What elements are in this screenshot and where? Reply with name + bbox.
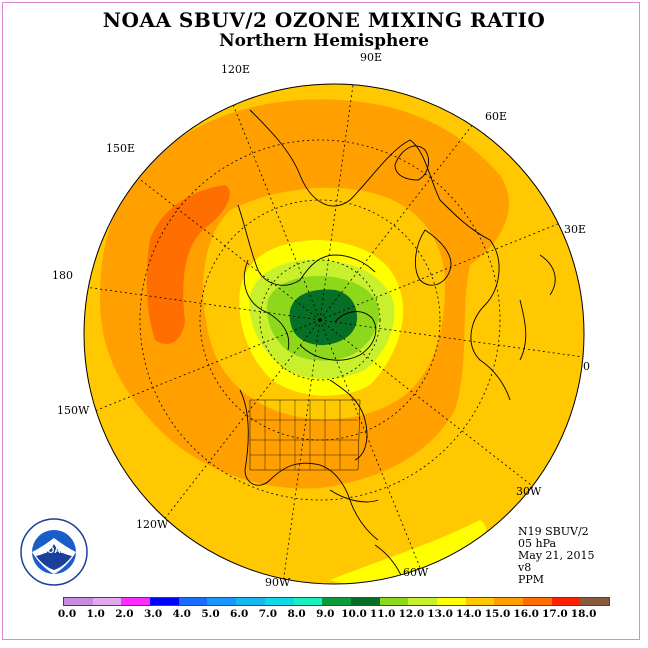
colorbar-swatch — [350, 598, 380, 605]
meridian-line — [319, 125, 473, 321]
contour-14-south — [330, 520, 487, 584]
colorbar-swatch — [436, 598, 466, 605]
lon-label-30e: 30E — [564, 223, 586, 236]
colorbar-tick-label: 3.0 — [143, 608, 163, 620]
colorbar-tick-label: 14.0 — [456, 608, 482, 620]
lon-label-120e: 120E — [221, 63, 250, 76]
info-panel: N19 SBUV/2 05 hPa May 21, 2015 v8 PPM — [518, 526, 595, 586]
lon-label-90w: 90W — [265, 576, 291, 589]
plot-frame — [2, 2, 640, 640]
colorbar-tick-label: 18.0 — [570, 608, 597, 620]
colorbar-swatch — [580, 598, 610, 605]
colorbar-tick-label: 4.0 — [172, 608, 191, 620]
colorbar-tick-label: 9.0 — [316, 608, 335, 620]
lon-label-120w: 120W — [136, 518, 169, 531]
lon-label-180: 180 — [52, 269, 73, 282]
noaa-logo-text: NOAA — [41, 545, 68, 555]
colorbar-swatch — [64, 598, 93, 605]
colorbar-tick-label: 10.0 — [341, 608, 367, 620]
colorbar-swatch — [207, 598, 237, 605]
colorbar-swatch — [551, 598, 581, 605]
lon-label-60w: 60W — [403, 566, 429, 579]
info-date: May 21, 2015 — [518, 549, 595, 562]
colorbar-swatch — [523, 598, 552, 605]
colorbar-tick-label: 8.0 — [287, 608, 306, 620]
noaa-logo: NOAA — [20, 518, 88, 586]
colorbar — [63, 597, 611, 606]
colorbar-swatch — [178, 598, 208, 605]
info-satellite: N19 SBUV/2 — [518, 525, 589, 538]
colorbar-swatch — [236, 598, 265, 605]
colorbar-tick-label: 1.0 — [86, 608, 105, 620]
page-subtitle: Northern Hemisphere — [219, 31, 429, 51]
coastlines — [237, 109, 556, 584]
meridian-line — [95, 319, 321, 411]
meridian-line — [88, 287, 321, 321]
colorbar-tick-label: 5.0 — [201, 608, 220, 620]
meridian-line — [232, 105, 321, 321]
lon-label-0: 0 — [583, 360, 590, 373]
lon-label-150w: 150W — [57, 404, 90, 417]
colorbar-swatch — [465, 598, 495, 605]
colorbar-tick-label: 11.0 — [369, 608, 396, 620]
meridian-line — [319, 319, 583, 358]
info-version: v8 — [518, 561, 532, 574]
page-title: NOAA SBUV/2 OZONE MIXING RATIO — [102, 8, 546, 32]
colorbar-swatch — [379, 598, 409, 605]
colorbar-swatch — [150, 598, 179, 605]
meridian-line — [283, 319, 321, 579]
latitude-circles — [139, 139, 501, 501]
colorbar-swatch — [494, 598, 523, 605]
map-boundary — [83, 83, 585, 585]
colorbar-tick-label: 13.0 — [427, 608, 453, 620]
colorbar-swatch — [408, 598, 437, 605]
meridian-line — [138, 177, 321, 321]
colorbar-ticks: 0.0 1.0 2.0 3.0 4.0 5.0 6.0 7.0 8.0 9.0 10.0 11.0 12… — [0, 608, 648, 622]
colorbar-swatch — [121, 598, 151, 605]
lon-label-150e: 150E — [106, 142, 135, 155]
colorbar-tick-label: 15.0 — [484, 608, 511, 620]
lon-label-90e: 90E — [360, 51, 382, 64]
colorbar-swatch — [264, 598, 294, 605]
colorbar-tick-label: 7.0 — [258, 608, 278, 620]
colorbar-swatch — [293, 598, 323, 605]
meridian-lines — [88, 84, 583, 579]
colorbar-tick-label: 16.0 — [513, 608, 539, 620]
lon-label-30w: 30W — [516, 485, 542, 498]
meridian-line — [164, 319, 321, 519]
colorbar-swatch — [322, 598, 351, 605]
longitude-labels: 90E 60E 30E 0 30W 60W 90W 120W 150W 180 … — [52, 51, 590, 589]
colorbar-tick-label: 6.0 — [230, 608, 249, 620]
colorbar-swatch — [92, 598, 122, 605]
colorbar-tick-label: 0.0 — [57, 608, 77, 620]
colorbar-tick-label: 12.0 — [398, 608, 425, 620]
info-units: PPM — [518, 573, 545, 586]
info-level: 05 hPa — [518, 537, 557, 550]
contour-10-minimum — [289, 289, 358, 346]
colorbar-tick-label: 2.0 — [115, 608, 134, 620]
lon-label-60e: 60E — [485, 110, 507, 123]
colorbar-tick-label: 17.0 — [542, 608, 568, 620]
